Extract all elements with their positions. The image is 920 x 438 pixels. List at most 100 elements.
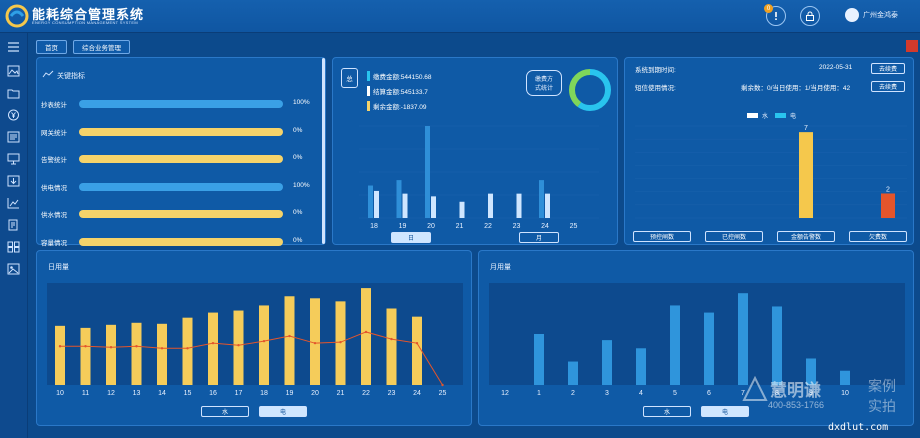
monthly-tab-power[interactable]: 电	[701, 406, 749, 417]
arrears-button[interactable]: 欠费数	[849, 231, 907, 242]
legend-water-swatch	[747, 113, 758, 118]
amount-alert-button[interactable]: 金额告警数	[777, 231, 835, 242]
kpi-progress-bar	[79, 100, 283, 108]
daily-tab-power[interactable]: 电	[259, 406, 307, 417]
x-tick-label: 25	[570, 223, 578, 230]
trend-point	[415, 341, 419, 345]
x-tick-label: 12	[501, 390, 509, 397]
kpi-label: 供电情况	[41, 184, 67, 192]
plot-area	[489, 283, 905, 385]
close-button[interactable]	[906, 40, 918, 52]
kpi-label: 告警统计	[41, 157, 67, 164]
monthly-tab-water[interactable]: 水	[643, 406, 691, 417]
controlled-button[interactable]: 已控闸数	[705, 231, 763, 242]
x-tick-label: 12	[107, 390, 115, 397]
x-tick-label: 11	[82, 390, 89, 397]
x-tick-label: 21	[456, 223, 464, 230]
home-tab[interactable]: 首页	[36, 40, 67, 54]
tab-month[interactable]: 月	[519, 232, 559, 243]
bar	[182, 317, 193, 385]
bar	[80, 327, 91, 385]
yen-icon[interactable]	[7, 109, 20, 121]
download-icon[interactable]	[7, 175, 20, 187]
x-tick-label: 20	[427, 223, 435, 230]
bar	[806, 358, 816, 385]
payment-method-label-1: 缴费方	[534, 77, 553, 83]
bar	[534, 334, 544, 385]
trend-point	[160, 347, 164, 350]
x-tick-label: 22	[362, 390, 370, 397]
x-tick-label: 23	[513, 223, 521, 230]
exclamation-icon	[775, 12, 777, 20]
list-icon[interactable]	[7, 131, 20, 143]
payment-panel: 总 缴费金额:544150.68 结算金额:545133.7 剩余金额:-183…	[332, 57, 618, 245]
photo-icon[interactable]	[7, 263, 20, 275]
x-tick-label: 19	[399, 223, 407, 230]
bar	[368, 185, 373, 218]
x-tick-label: 10	[841, 390, 849, 397]
logo-icon	[5, 4, 29, 28]
bar	[459, 201, 465, 218]
payment-bar-chart: 18 19 20 21 22 23 24 25	[359, 125, 599, 230]
x-tick-label: 5	[673, 390, 677, 397]
user-menu[interactable]: 广州金鸿泰	[845, 8, 898, 22]
bar	[310, 298, 320, 385]
remaining-amount: 剩余金额:-1837.09	[367, 101, 426, 111]
trend-point	[262, 339, 266, 343]
monthly-usage-title: 月用量	[490, 264, 511, 271]
kpi-label: 供水情况	[41, 212, 67, 219]
bar	[772, 306, 782, 385]
x-tick-label: 7	[741, 390, 745, 397]
trend-point	[339, 340, 342, 344]
tab-day[interactable]: 日	[391, 232, 431, 243]
line-chart-icon[interactable]	[7, 197, 20, 209]
bar	[208, 312, 218, 385]
payment-method-button[interactable]: 缴费方 式统计	[526, 70, 562, 96]
monitor-icon[interactable]	[7, 153, 20, 165]
document-icon[interactable]	[7, 219, 20, 231]
trend-line	[60, 331, 443, 386]
menu-icon[interactable]	[7, 41, 20, 53]
manage-tab[interactable]: 综合业务管理	[73, 40, 130, 54]
bar	[431, 196, 436, 218]
x-tick-label: 10	[56, 390, 64, 397]
trend-point	[211, 341, 215, 345]
renew-button[interactable]: 去续费	[871, 63, 905, 74]
kpi-percent: 0%	[293, 209, 303, 216]
folder-icon[interactable]	[7, 87, 20, 99]
bar	[539, 180, 544, 218]
bar	[396, 180, 402, 218]
x-tick-label: 9	[809, 390, 813, 397]
bar	[157, 323, 167, 385]
user-name: 广州金鸿泰	[863, 12, 898, 19]
sms-stats: 剩余数：0/当日使用：1/当月使用：42	[741, 85, 851, 92]
x-tick-label: 1	[537, 390, 541, 397]
kpi-label: 网关统计	[41, 129, 67, 137]
sidebar	[0, 33, 28, 438]
kpi-percent: 0%	[293, 126, 303, 134]
x-tick-label: 6	[707, 390, 711, 397]
watermark-logo-icon	[742, 376, 768, 401]
image-icon[interactable]	[7, 65, 20, 77]
donut-slice	[569, 69, 611, 111]
kpi-scrollbar[interactable]	[322, 58, 325, 244]
kpi-progress-bar	[79, 210, 283, 218]
alert-button[interactable]: 0	[764, 4, 786, 26]
trend-point	[58, 345, 62, 348]
trend-point	[135, 345, 138, 348]
renew-sms-button[interactable]: 去续费	[871, 81, 905, 92]
watermark-phone: 400-853-1766	[768, 400, 825, 410]
monthly-usage-chart: 12 1 2 3 4 5 6 7 8 9 10	[489, 283, 905, 397]
bar	[545, 193, 550, 218]
x-tick-label: 22	[484, 223, 492, 230]
grid-icon[interactable]	[7, 241, 20, 253]
trend-point	[441, 383, 444, 387]
x-tick-label: 24	[541, 223, 549, 230]
bar	[738, 293, 748, 385]
trend-point	[237, 344, 240, 347]
total-tag[interactable]: 总	[341, 68, 358, 88]
bar	[131, 322, 142, 385]
pre-control-button[interactable]: 预控闸数	[633, 231, 691, 242]
lock-button[interactable]	[800, 6, 820, 26]
daily-tab-water[interactable]: 水	[201, 406, 249, 417]
